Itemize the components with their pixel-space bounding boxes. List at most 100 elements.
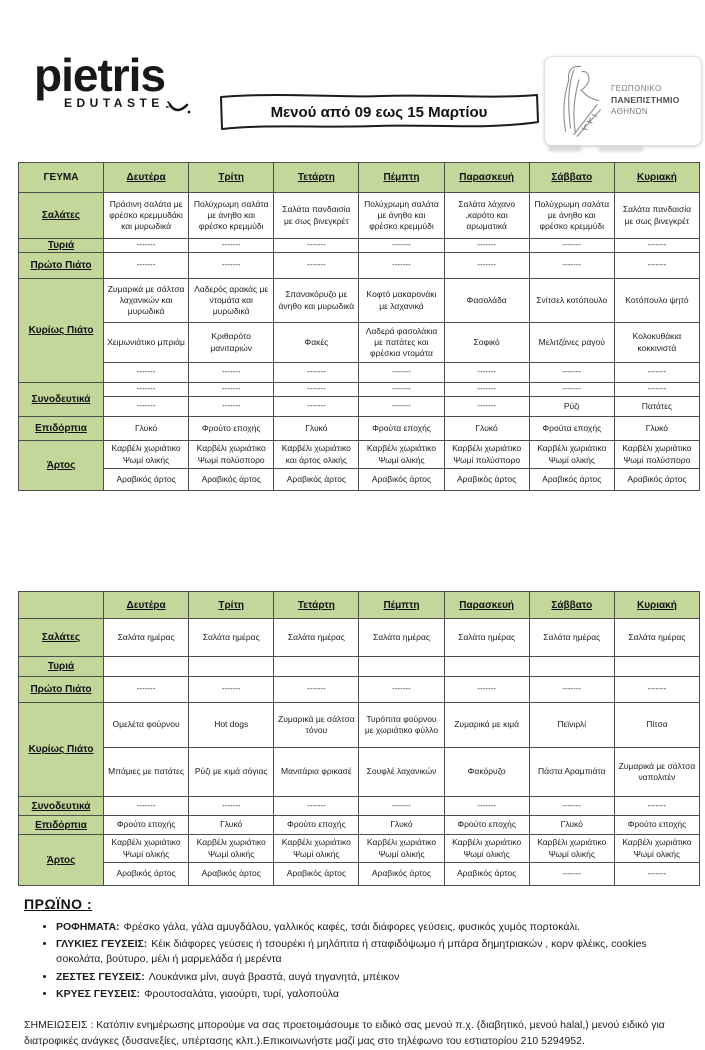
menu-cell: Αραβικός άρτος [613, 468, 701, 491]
menu-cell: Φακόρυζο [443, 747, 530, 797]
demeter-figure-icon [563, 65, 601, 137]
menu-cell: Σαλάτα λάχανο ,καρότο και αρωματικά [443, 192, 530, 239]
day-header: Σάββατο [528, 591, 615, 619]
menu-cell: ------- [358, 252, 445, 279]
menu-cell: Φασολάδα [443, 278, 530, 323]
menu-cell: ------- [443, 796, 530, 816]
menu-cell: Πολύχρωμη σαλάτα με άνηθο και φρέσκο κρε… [358, 192, 445, 239]
menu-cell: Καρβέλι χωριάτικο Ψωμί ολικής [358, 440, 445, 469]
menu-cell [188, 656, 275, 677]
university-name-line1: ΓΕΩΠΟΝΙΚΟ [611, 84, 662, 94]
table-row: Επιδόρπια Γλυκό Φρούτο εποχής Γλυκό Φρούτα ε… [18, 416, 701, 441]
menu-cell: Αραβικός άρτος [188, 468, 275, 491]
menu-cell [358, 656, 445, 677]
menu-cell: Φρούτο εποχής [613, 815, 701, 835]
menu-cell: ------- [358, 396, 445, 417]
menu-cell: ------- [528, 862, 615, 886]
weekly-menu-table-dinner: Δευτέρα Τρίτη Τετάρτη Πέμπτη Παρασκευή Σάββατ… [18, 591, 701, 886]
menu-cell: Γλυκό [528, 815, 615, 835]
menu-cell: ------- [613, 796, 701, 816]
menu-cell: Αραβικός άρτος [273, 468, 360, 491]
table-row: Άρτος Καρβέλι χωριάτικο Ψωμί ολικής Καρβέλ… [18, 440, 701, 491]
menu-cell: Πολύχρωμη σαλάτα με άνηθο και φρέσκο κρε… [188, 192, 275, 239]
menu-cell: ------- [188, 238, 275, 253]
breakfast-item-label: ΓΛΥΚΙΕΣ ΓΕΥΣΕΙΣ: [56, 938, 148, 951]
menu-cell: ------- [613, 238, 701, 253]
menu-cell: Καρβέλι χωριάτικο Ψωμί ολικής [528, 440, 615, 469]
menu-cell: ------- [102, 396, 190, 417]
table-header-row: ΓΕΥΜΑ Δευτέρα Τρίτη Τετάρτη Πέμπτη Παρασκευή Σ… [18, 162, 701, 193]
university-name-line3: ΑΘΗΝΩΝ [611, 106, 649, 116]
menu-cell: Φρούτο εποχής [273, 815, 360, 835]
menu-cell: Αραβικός άρτος [528, 468, 615, 491]
watermark-smudge [548, 146, 582, 152]
menu-cell: ------- [102, 382, 190, 397]
table-row: Αραβικός άρτος Αραβικός άρτος Αραβικός άρτ… [19, 468, 701, 491]
meal-category-label: Τυριά [18, 238, 104, 253]
menu-cell: ------- [188, 676, 275, 703]
day-header: Τρίτη [188, 162, 275, 193]
menu-cell: Γλυκό [443, 416, 530, 441]
menu-cell: ------- [358, 238, 445, 253]
menu-cell: Σαλάτα ημέρας [358, 618, 445, 657]
menu-cell: Σουφλέ λαχανικών [358, 747, 445, 797]
brand-subtitle: EDUTASTE [64, 96, 164, 110]
menu-cell: Μελιτζάνες ραγού [528, 322, 615, 363]
menu-cell: Χειμωνιάτικο μπριάμ [102, 322, 190, 363]
pietris-logo: pietris EDUTASTE [34, 52, 224, 118]
menu-cell: Τυρόπιτα φούρνου με χωριάτικο φύλλο [358, 702, 445, 748]
meal-category-label: Κυρίως Πιάτο [18, 278, 104, 383]
menu-cell: Καρβέλι χωριάτικο Ψωμί ολικής [613, 834, 701, 863]
menu-cell: Ρύζι [528, 396, 615, 417]
university-name-line2: ΠΑΝΕΠΙΣΤΗΜΙΟ [611, 95, 680, 106]
day-header: Κυριακή [613, 162, 701, 193]
menu-cell: Καρβέλι χωριάτικο Ψωμί ολικής [102, 834, 190, 863]
menu-cell: ------- [528, 238, 615, 253]
day-header: Κυριακή [613, 591, 701, 619]
page-header: pietris EDUTASTE Μενού από 09 εως 15 Μαρ… [0, 0, 705, 160]
menu-cell: Κοτόπουλο ψητό [613, 278, 701, 323]
menu-cell: Καρβέλι χωριάτικο Ψωμί ολικής [188, 834, 275, 863]
table-row: Κυρίως Πιάτο Ομελέτα φούρνου Hot dogs Ζυμαρ… [18, 702, 701, 797]
table-header-row: Δευτέρα Τρίτη Τετάρτη Πέμπτη Παρασκευή Σάββατ… [18, 591, 701, 619]
menu-cell: Μπάμιες με πατάτες [102, 747, 190, 797]
table-row: Συνοδευτικά ------- ------- ------- ------- -… [18, 796, 701, 816]
table-row: Άρτος Καρβέλι χωριάτικο Ψωμί ολικής Καρβέλ… [18, 834, 701, 886]
menu-cell: Καρβέλι χωριάτικο Ψωμί ολικής [358, 834, 445, 863]
day-header: Τετάρτη [273, 162, 360, 193]
menu-cell: Σπανακόρυζο με άνηθο και μυρωδικά [273, 278, 360, 323]
menu-cell: ------- [188, 382, 275, 397]
menu-cell: ------- [273, 238, 360, 253]
day-header: Τρίτη [188, 591, 275, 619]
menu-cell: Σαλάτα ημέρας [273, 618, 360, 657]
menu-cell: ------- [443, 396, 530, 417]
menu-cell: ------- [273, 396, 360, 417]
breakfast-item-text: Λουκάνικα μίνι, αυγά βραστά, αυγά τηγανη… [148, 970, 400, 983]
menu-cell [528, 656, 615, 677]
menu-cell: ------- [358, 362, 445, 383]
weekly-menu-table-lunch: ΓΕΥΜΑ Δευτέρα Τρίτη Τετάρτη Πέμπτη Παρασκευή Σ… [18, 162, 701, 491]
menu-cell: Hot dogs [188, 702, 275, 748]
breakfast-item: ΡΟΦΗΜΑΤΑ:Φρέσκο γάλα, γάλα αμυγδάλου, γα… [56, 920, 689, 935]
breakfast-list: ΡΟΦΗΜΑΤΑ:Φρέσκο γάλα, γάλα αμυγδάλου, γα… [24, 920, 689, 1002]
menu-cell: ------- [273, 362, 360, 383]
menu-cell: Σαλάτα ημέρας [102, 618, 190, 657]
menu-title: Μενού από 09 εως 15 Μαρτίου [270, 103, 488, 121]
day-header: Πέμπτη [358, 162, 445, 193]
menu-cell: ------- [613, 252, 701, 279]
table-row: Κυρίως Πιάτο Ζυμαρικά με σάλτσα λαχανικών… [18, 278, 701, 383]
day-header: Δευτέρα [102, 162, 190, 193]
menu-cell: Ζυμαρικά με σάλτσα τόνου [273, 702, 360, 748]
day-header: Παρασκευή [443, 162, 530, 193]
menu-cell: ------- [613, 382, 701, 397]
menu-cell: ------- [528, 676, 615, 703]
table-row: Σαλάτες Πράσινη σαλάτα με φρέσκο κρεμμυδά… [18, 192, 701, 239]
menu-cell: Σαλάτα πανδαισία με σως βινεγκρέτ [273, 192, 360, 239]
table-row: Τυριά ------- ------- ------- ------- -------… [18, 238, 701, 253]
meal-category-label: Σαλάτες [18, 618, 104, 657]
table-row: ------- ------- ------- ------- ------- -----… [19, 362, 701, 383]
menu-cell: Καρβέλι χωριάτικο Ψωμί πολύσπορο [443, 440, 530, 469]
table-row: ------- ------- ------- ------- ------- Ρύζι Π… [19, 396, 701, 417]
table-row: Χειμωνιάτικο μπριάμ Κριθαρότο μανιταριών Φ… [19, 322, 701, 363]
day-header: Παρασκευή [443, 591, 530, 619]
